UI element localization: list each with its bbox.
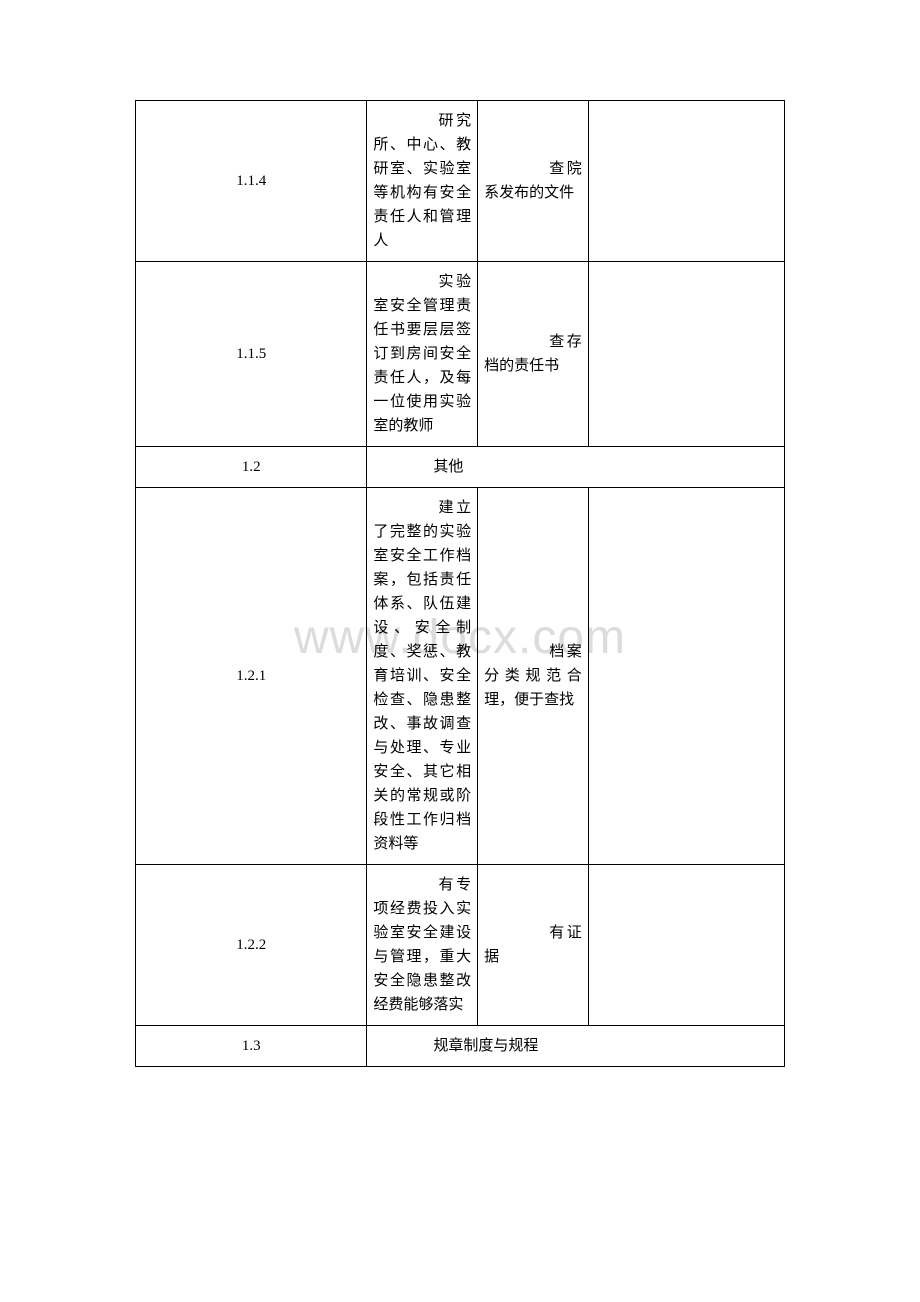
table-row: 1.1.5 实验室安全管理责任书要层层签订到房间安全责任人，及每一位使用实验室的… (136, 262, 785, 447)
row-id-cell: 1.2.1 (136, 488, 367, 865)
row-id-cell: 1.1.4 (136, 101, 367, 262)
table-row: 1.1.4 研究所、中心、教研室、实验室等机构有安全责任人和管理人 查院系发布的… (136, 101, 785, 262)
row-id-cell: 1.2 (136, 447, 367, 488)
row-note-cell (588, 488, 784, 865)
row-check-cell: 有证据 (478, 865, 589, 1026)
table-body: 1.1.4 研究所、中心、教研室、实验室等机构有安全责任人和管理人 查院系发布的… (136, 101, 785, 1067)
row-check-cell: 查存档的责任书 (478, 262, 589, 447)
row-content-cell: 研究所、中心、教研室、实验室等机构有安全责任人和管理人 (367, 101, 478, 262)
row-note-cell (588, 101, 784, 262)
row-check-cell: 档案分类规范合理，便于查找 (478, 488, 589, 865)
row-content-cell: 有专项经费投入实验室安全建设与管理，重大安全隐患整改经费能够落实 (367, 865, 478, 1026)
row-content-cell: 实验室安全管理责任书要层层签订到房间安全责任人，及每一位使用实验室的教师 (367, 262, 478, 447)
row-id-cell: 1.2.2 (136, 865, 367, 1026)
row-header-cell: 规章制度与规程 (367, 1026, 785, 1067)
checklist-table: 1.1.4 研究所、中心、教研室、实验室等机构有安全责任人和管理人 查院系发布的… (135, 100, 785, 1067)
table-row: 1.2.1 建立了完整的实验室安全工作档案，包括责任体系、队伍建设、安全制度、奖… (136, 488, 785, 865)
row-content-cell: 建立了完整的实验室安全工作档案，包括责任体系、队伍建设、安全制度、奖惩、教育培训… (367, 488, 478, 865)
table-row-header: 1.2 其他 (136, 447, 785, 488)
table-row: 1.2.2 有专项经费投入实验室安全建设与管理，重大安全隐患整改经费能够落实 有… (136, 865, 785, 1026)
row-note-cell (588, 262, 784, 447)
row-check-cell: 查院系发布的文件 (478, 101, 589, 262)
row-note-cell (588, 865, 784, 1026)
row-id-cell: 1.3 (136, 1026, 367, 1067)
row-id-cell: 1.1.5 (136, 262, 367, 447)
table-row-header: 1.3 规章制度与规程 (136, 1026, 785, 1067)
row-header-cell: 其他 (367, 447, 785, 488)
